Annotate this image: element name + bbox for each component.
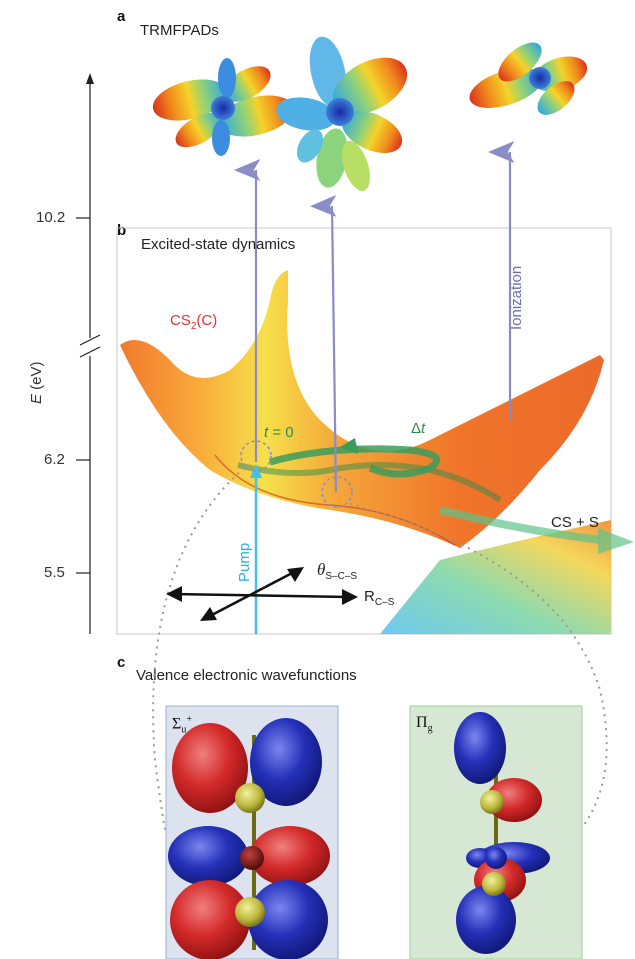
wavepacket-marker-start	[240, 440, 272, 472]
connector-right	[349, 503, 608, 831]
orbital-sigma-u	[168, 718, 330, 959]
products-label: CS + S	[551, 514, 599, 531]
wavepacket-marker-turn	[321, 476, 353, 508]
lower-potential-surface	[380, 520, 611, 634]
panel-b-title: Excited-state dynamics	[141, 236, 296, 253]
pi-g-label: Πg	[416, 714, 433, 735]
energy-axis-label: E (eV)	[28, 361, 45, 404]
t-zero-label: t = 0	[264, 424, 294, 441]
pad-left	[152, 58, 294, 156]
panel-b-letter: b	[117, 222, 127, 239]
panel-c-title: Valence electronic wavefunctions	[136, 667, 357, 684]
coordinate-arrows	[166, 567, 358, 621]
trajectory-arrows	[269, 438, 634, 554]
energy-axis	[76, 73, 101, 634]
tick-10-2: 10.2	[36, 209, 66, 226]
orbital-pi-g	[454, 712, 550, 954]
ionization-arrows	[234, 141, 515, 493]
panel-a-letter: a	[117, 8, 126, 25]
sigma-u-label: Σu+	[172, 714, 192, 736]
tick-5-5: 5.5	[44, 564, 65, 581]
tick-6-2: 6.2	[44, 451, 65, 468]
theta-label: θS–C–S	[317, 560, 358, 582]
panel-a-title: TRMFPADs	[140, 22, 219, 39]
cs2-state-label: CS2(C)	[170, 312, 218, 332]
pad-middle	[276, 36, 408, 192]
ionization-label: Ionization	[508, 265, 525, 330]
r-cs-label: RC–S	[364, 588, 395, 608]
pad-right	[469, 42, 588, 115]
connector-left	[152, 467, 245, 831]
pump-label: Pump	[236, 542, 253, 582]
panel-c-letter: c	[117, 654, 126, 671]
delta-t-label: Δt	[411, 420, 426, 437]
panel-b-frame	[116, 227, 612, 635]
